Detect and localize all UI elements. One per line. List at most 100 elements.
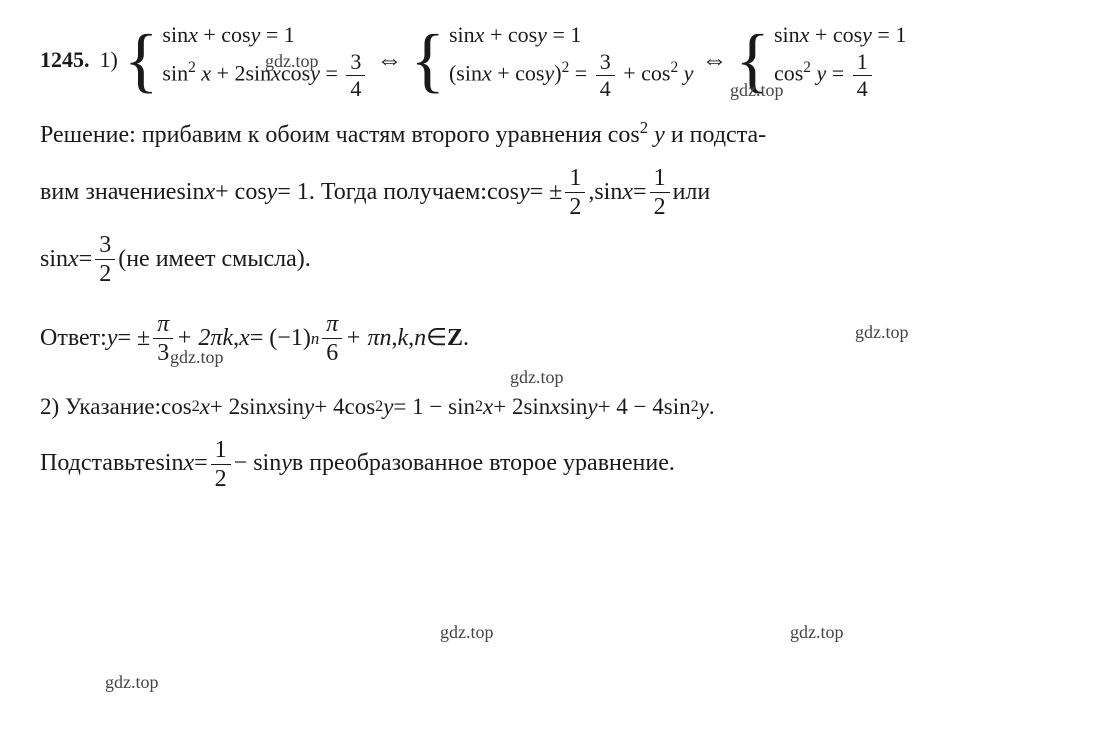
var: y xyxy=(544,60,554,85)
fraction: 34 xyxy=(596,51,615,100)
sup: n xyxy=(311,327,319,351)
var: y xyxy=(281,447,292,481)
math-solution-page: gdz.top gdz.top gdz.top gdz.top gdz.top … xyxy=(40,20,1062,491)
equation-systems-row: 1245. 1) { sinx + cosy = 1 sin2 x + 2sin… xyxy=(40,20,1062,100)
fraction: 32 xyxy=(95,233,115,286)
fraction: 12 xyxy=(211,438,231,491)
sup: 2 xyxy=(375,396,383,419)
system-1: sinx + cosy = 1 sin2 x + 2sinxcosy = 34 xyxy=(162,20,368,100)
text: sin xyxy=(162,22,188,47)
text: + cos xyxy=(809,22,862,47)
watermark: gdz.top xyxy=(790,620,844,645)
text: = 1 xyxy=(872,22,906,47)
system-3-eq-2: cos2 y = 14 xyxy=(774,51,906,100)
text: = xyxy=(194,447,208,481)
text: = 1 − sin xyxy=(393,391,475,423)
text: sin xyxy=(40,243,68,277)
iff-symbol: ⇔ xyxy=(701,42,727,78)
var: x xyxy=(196,60,211,85)
text: . xyxy=(463,322,469,356)
system-2-eq-2: (sinx + cosy)2 = 34 + cos2 y xyxy=(449,51,693,100)
watermark: gdz.top xyxy=(510,365,564,390)
text: + 2π xyxy=(176,322,222,356)
text: sin xyxy=(176,176,204,210)
denominator: 2 xyxy=(650,193,670,219)
var: x xyxy=(271,60,281,85)
var: k xyxy=(222,322,233,356)
numerator: 3 xyxy=(596,51,615,76)
var: y xyxy=(304,391,314,423)
fraction: 14 xyxy=(853,51,872,100)
system-2: sinx + cosy = 1 (sinx + cosy)2 = 34 + co… xyxy=(449,20,693,100)
numerator: π xyxy=(322,312,342,339)
var: y xyxy=(519,176,530,210)
watermark: gdz.top xyxy=(105,670,159,695)
text: + 2sin xyxy=(211,60,271,85)
fraction: π3 xyxy=(153,312,173,365)
var: y xyxy=(267,176,278,210)
text: или xyxy=(673,176,711,210)
solution-label: Решение: прибавим к обоим частям второго… xyxy=(40,122,608,148)
solution-line-2: вим значение sin x + cos y = 1 . Тогда п… xyxy=(40,166,1062,219)
text: cos xyxy=(487,176,519,210)
text: = ± xyxy=(530,176,563,210)
text: − sin xyxy=(234,447,282,481)
text: + π xyxy=(345,322,379,356)
sup: 2 xyxy=(640,118,648,137)
text: в преобразованное второе уравнение. xyxy=(292,447,675,481)
text: = 1 xyxy=(260,22,294,47)
text: cos xyxy=(161,391,192,423)
text: + cos xyxy=(492,60,545,85)
text: sin xyxy=(277,391,304,423)
text: = 1 xyxy=(547,22,581,47)
numerator: π xyxy=(153,312,173,339)
brace-open-icon: { xyxy=(124,28,159,93)
fraction: 12 xyxy=(650,166,670,219)
text: = xyxy=(79,243,93,277)
text: + cos xyxy=(618,60,671,85)
numerator: 1 xyxy=(650,166,670,193)
system-1-eq-1: sinx + cosy = 1 xyxy=(162,20,368,51)
var: x xyxy=(68,243,79,277)
numerator: 3 xyxy=(95,233,115,260)
var: x xyxy=(475,22,485,47)
text: ) xyxy=(554,60,561,85)
text: sin xyxy=(162,60,188,85)
var: y xyxy=(251,22,261,47)
var: n xyxy=(414,322,426,356)
var: y xyxy=(648,122,665,148)
text: + cos xyxy=(215,176,267,210)
var: x xyxy=(550,391,560,423)
system-2-eq-1: sinx + cosy = 1 xyxy=(449,20,693,51)
var: y xyxy=(310,60,320,85)
part-2-line-1: 2) Указание: cos2 x + 2sinxsiny + 4cos2 … xyxy=(40,391,1062,423)
numerator: 1 xyxy=(211,438,231,465)
var: y xyxy=(537,22,547,47)
sup: 2 xyxy=(192,396,200,419)
text: = 1 xyxy=(277,176,309,210)
var: x xyxy=(483,391,493,423)
text: cos xyxy=(281,60,310,85)
brace-open-icon: { xyxy=(735,28,770,93)
text: + cos xyxy=(484,22,537,47)
text: вим значение xyxy=(40,176,176,210)
hint-label: Указание: xyxy=(65,391,161,423)
text: = xyxy=(320,60,343,85)
denominator: 4 xyxy=(596,76,615,100)
problem-number: 1245. xyxy=(40,45,90,76)
text: (sin xyxy=(449,60,482,85)
text: = xyxy=(633,176,647,210)
solution-line-3: sin x = 32 (не имеет смысла). xyxy=(40,233,1062,286)
var: x xyxy=(188,22,198,47)
watermark: gdz.top xyxy=(440,620,494,645)
fraction: π6 xyxy=(322,312,342,365)
text: ∈ xyxy=(426,322,447,356)
var: n xyxy=(379,322,391,356)
fraction: 34 xyxy=(346,51,365,100)
var: y xyxy=(699,391,709,423)
var: y xyxy=(107,322,118,356)
numerator: 1 xyxy=(565,166,585,193)
set-z: Z xyxy=(447,322,463,356)
var: y xyxy=(678,60,693,85)
text: и подста- xyxy=(665,122,766,148)
